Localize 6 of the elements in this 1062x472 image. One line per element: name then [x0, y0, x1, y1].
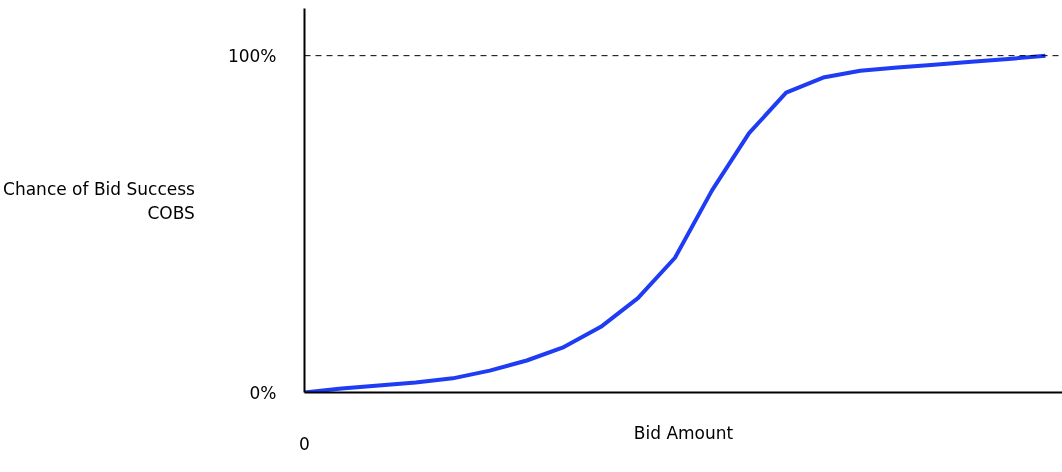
y-tick-label: 0%	[249, 382, 277, 403]
y-axis-title: Chance of Bid Success COBS	[3, 178, 196, 223]
x-tick-label: 0	[299, 433, 310, 454]
y-tick-label: 100%	[227, 45, 277, 66]
x-axis-title: Bid Amount	[633, 422, 734, 443]
line-series	[304, 53, 1048, 393]
